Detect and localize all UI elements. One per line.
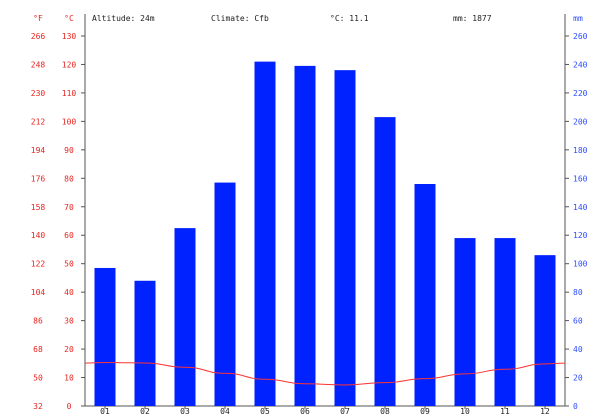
- precipitation-bars: [94, 61, 556, 407]
- mm-tick-label: 0: [573, 402, 578, 411]
- climate-label: Climate: Cfb: [211, 14, 269, 23]
- fahrenheit-tick-label: 248: [31, 60, 46, 69]
- precipitation-bar: [254, 61, 276, 406]
- precipitation-bar: [134, 280, 156, 406]
- precipitation-bar: [454, 238, 476, 406]
- celsius-tick-label: 50: [64, 260, 74, 269]
- chart-header: °F °C Altitude: 24m Climate: Cfb °C: 11.…: [33, 14, 583, 23]
- fahrenheit-tick-label: 32: [33, 402, 43, 411]
- fahrenheit-tick-label: 212: [31, 117, 46, 126]
- celsius-tick-label: 110: [62, 89, 77, 98]
- mm-tick-label: 220: [573, 89, 588, 98]
- fahrenheit-tick-label: 50: [33, 374, 43, 383]
- fahrenheit-unit: °F: [33, 14, 43, 23]
- fahrenheit-tick-label: 104: [31, 288, 46, 297]
- mm-tick-label: 240: [573, 60, 588, 69]
- celsius-tick-label: 70: [64, 203, 74, 212]
- temperature-line-group: [84, 361, 566, 386]
- month-tick-label: 04: [220, 407, 230, 416]
- fahrenheit-tick-label: 68: [33, 345, 43, 354]
- precipitation-bar: [414, 184, 436, 406]
- month-tick-label: 03: [180, 407, 190, 416]
- fahrenheit-tick-label: 158: [31, 203, 46, 212]
- mm-tick-label: 260: [573, 32, 588, 41]
- mm-tick-label: 40: [573, 345, 583, 354]
- temperature-line: [84, 361, 566, 386]
- month-tick-label: 05: [260, 407, 270, 416]
- fahrenheit-tick-labels: 32 50 68 86 104 122 140 158 176 194 212 230 248 266: [31, 32, 46, 411]
- celsius-tick-label: 100: [62, 117, 77, 126]
- precipitation-bar: [334, 70, 356, 407]
- mm-tick-label: 80: [573, 288, 583, 297]
- month-tick-label: 09: [420, 407, 430, 416]
- month-tick-labels: 01 02 03 04 05 06 07 08 09 10 11 12: [100, 407, 550, 416]
- precipitation-bar: [494, 238, 516, 406]
- precipitation-total-label: mm: 1877: [453, 14, 492, 23]
- mm-tick-label: 60: [573, 317, 583, 326]
- average-temperature-label: °C: 11.1: [330, 14, 369, 23]
- month-tick-label: 08: [380, 407, 390, 416]
- mm-tick-label: 20: [573, 374, 583, 383]
- precipitation-bar: [94, 267, 116, 406]
- celsius-tick-label: 90: [64, 146, 74, 155]
- mm-tick-label: 160: [573, 174, 588, 183]
- mm-tick-label: 120: [573, 231, 588, 240]
- month-tick-label: 11: [500, 407, 510, 416]
- celsius-tick-label: 20: [64, 345, 74, 354]
- altitude-label: Altitude: 24m: [92, 14, 155, 23]
- chart-axes: [81, 14, 569, 409]
- fahrenheit-tick-label: 86: [33, 317, 43, 326]
- mm-tick-label: 100: [573, 260, 588, 269]
- month-tick-label: 06: [300, 407, 310, 416]
- mm-tick-label: 180: [573, 146, 588, 155]
- fahrenheit-tick-label: 122: [31, 260, 46, 269]
- celsius-tick-label: 80: [64, 174, 74, 183]
- celsius-tick-label: 0: [67, 402, 72, 411]
- precipitation-bar: [374, 117, 396, 406]
- celsius-tick-labels: 0 10 20 30 40 50 60 70 80 90 100 110 120 130: [62, 32, 77, 411]
- precipitation-bar: [534, 255, 556, 406]
- month-tick-label: 01: [100, 407, 110, 416]
- month-tick-label: 10: [460, 407, 470, 416]
- mm-tick-labels: 0 20 40 60 80 100 120 140 160 180 200 220 240 260: [573, 32, 588, 411]
- mm-tick-label: 140: [573, 203, 588, 212]
- celsius-tick-label: 10: [64, 374, 74, 383]
- celsius-tick-label: 40: [64, 288, 74, 297]
- celsius-unit: °C: [64, 14, 74, 23]
- fahrenheit-tick-label: 230: [31, 89, 46, 98]
- fahrenheit-tick-label: 140: [31, 231, 46, 240]
- month-tick-label: 02: [140, 407, 150, 416]
- celsius-tick-label: 30: [64, 317, 74, 326]
- mm-unit: mm: [573, 14, 583, 23]
- celsius-tick-label: 120: [62, 60, 77, 69]
- celsius-tick-label: 60: [64, 231, 74, 240]
- fahrenheit-tick-label: 176: [31, 174, 46, 183]
- month-tick-label: 12: [540, 407, 550, 416]
- fahrenheit-tick-label: 194: [31, 146, 46, 155]
- fahrenheit-tick-label: 266: [31, 32, 46, 41]
- month-tick-label: 07: [340, 407, 350, 416]
- celsius-tick-label: 130: [62, 32, 77, 41]
- mm-tick-label: 200: [573, 117, 588, 126]
- precipitation-bar: [294, 65, 316, 406]
- precipitation-bar: [174, 228, 196, 406]
- precipitation-bar: [214, 182, 236, 406]
